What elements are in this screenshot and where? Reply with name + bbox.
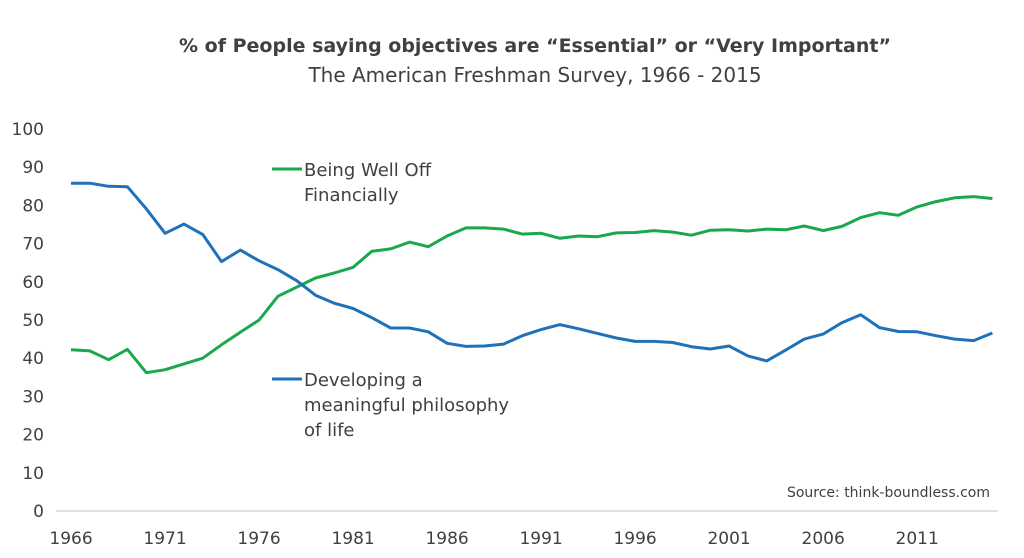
chart-title: % of People saying objectives are “Essen… bbox=[179, 35, 891, 57]
y-tick-label: 10 bbox=[22, 464, 44, 484]
legend-label: Being Well Off Financially bbox=[304, 160, 432, 206]
y-tick-label: 100 bbox=[12, 120, 44, 140]
x-tick-label: 2001 bbox=[707, 529, 750, 549]
y-tick-label: 40 bbox=[22, 349, 44, 369]
x-tick-label: 1986 bbox=[425, 529, 468, 549]
y-tick-label: 90 bbox=[22, 158, 44, 178]
x-tick-label: 2011 bbox=[896, 529, 939, 549]
y-tick-label: 70 bbox=[22, 235, 44, 255]
legend-label: Developing a meaningful philosophy of li… bbox=[304, 370, 510, 441]
y-tick-label: 80 bbox=[22, 196, 44, 216]
y-tick-label: 30 bbox=[22, 387, 44, 407]
x-tick-label: 1966 bbox=[49, 529, 92, 549]
x-tick-label: 1976 bbox=[237, 529, 280, 549]
y-tick-label: 60 bbox=[22, 273, 44, 293]
source-note: Source: think-boundless.com bbox=[787, 485, 990, 501]
y-tick-label: 0 bbox=[33, 502, 44, 522]
chart-subtitle: The American Freshman Survey, 1966 - 201… bbox=[307, 63, 761, 87]
x-tick-label: 1981 bbox=[331, 529, 374, 549]
data-line bbox=[70, 195, 993, 375]
x-tick-label: 2006 bbox=[802, 529, 845, 549]
x-tick-label: 1971 bbox=[143, 529, 186, 549]
x-tick-label: 1996 bbox=[613, 529, 656, 549]
y-tick-label: 20 bbox=[22, 426, 44, 446]
y-tick-label: 50 bbox=[22, 311, 44, 331]
data-line bbox=[71, 181, 993, 363]
x-tick-label: 1991 bbox=[519, 529, 562, 549]
